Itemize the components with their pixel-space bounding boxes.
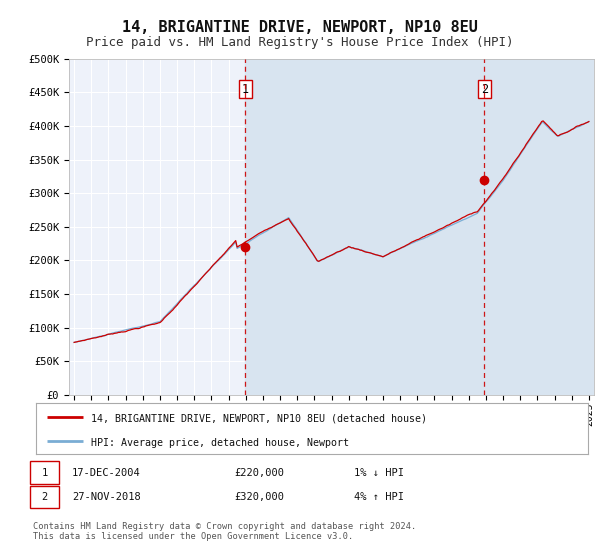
Text: Price paid vs. HM Land Registry's House Price Index (HPI): Price paid vs. HM Land Registry's House … — [86, 36, 514, 49]
Text: 14, BRIGANTINE DRIVE, NEWPORT, NP10 8EU: 14, BRIGANTINE DRIVE, NEWPORT, NP10 8EU — [122, 20, 478, 35]
Text: 2: 2 — [41, 492, 47, 502]
Text: £320,000: £320,000 — [234, 492, 284, 502]
Text: 17-DEC-2004: 17-DEC-2004 — [72, 468, 141, 478]
Text: £220,000: £220,000 — [234, 468, 284, 478]
Text: 1% ↓ HPI: 1% ↓ HPI — [354, 468, 404, 478]
Bar — [484, 59, 594, 395]
Text: 1: 1 — [41, 468, 47, 478]
Text: HPI: Average price, detached house, Newport: HPI: Average price, detached house, Newp… — [91, 437, 349, 447]
Text: 27-NOV-2018: 27-NOV-2018 — [72, 492, 141, 502]
Text: 1: 1 — [241, 82, 248, 96]
Text: Contains HM Land Registry data © Crown copyright and database right 2024.
This d: Contains HM Land Registry data © Crown c… — [33, 522, 416, 542]
Text: 4% ↑ HPI: 4% ↑ HPI — [354, 492, 404, 502]
Text: 2: 2 — [481, 82, 488, 96]
Text: 14, BRIGANTINE DRIVE, NEWPORT, NP10 8EU (detached house): 14, BRIGANTINE DRIVE, NEWPORT, NP10 8EU … — [91, 413, 427, 423]
Bar — [245, 59, 594, 395]
